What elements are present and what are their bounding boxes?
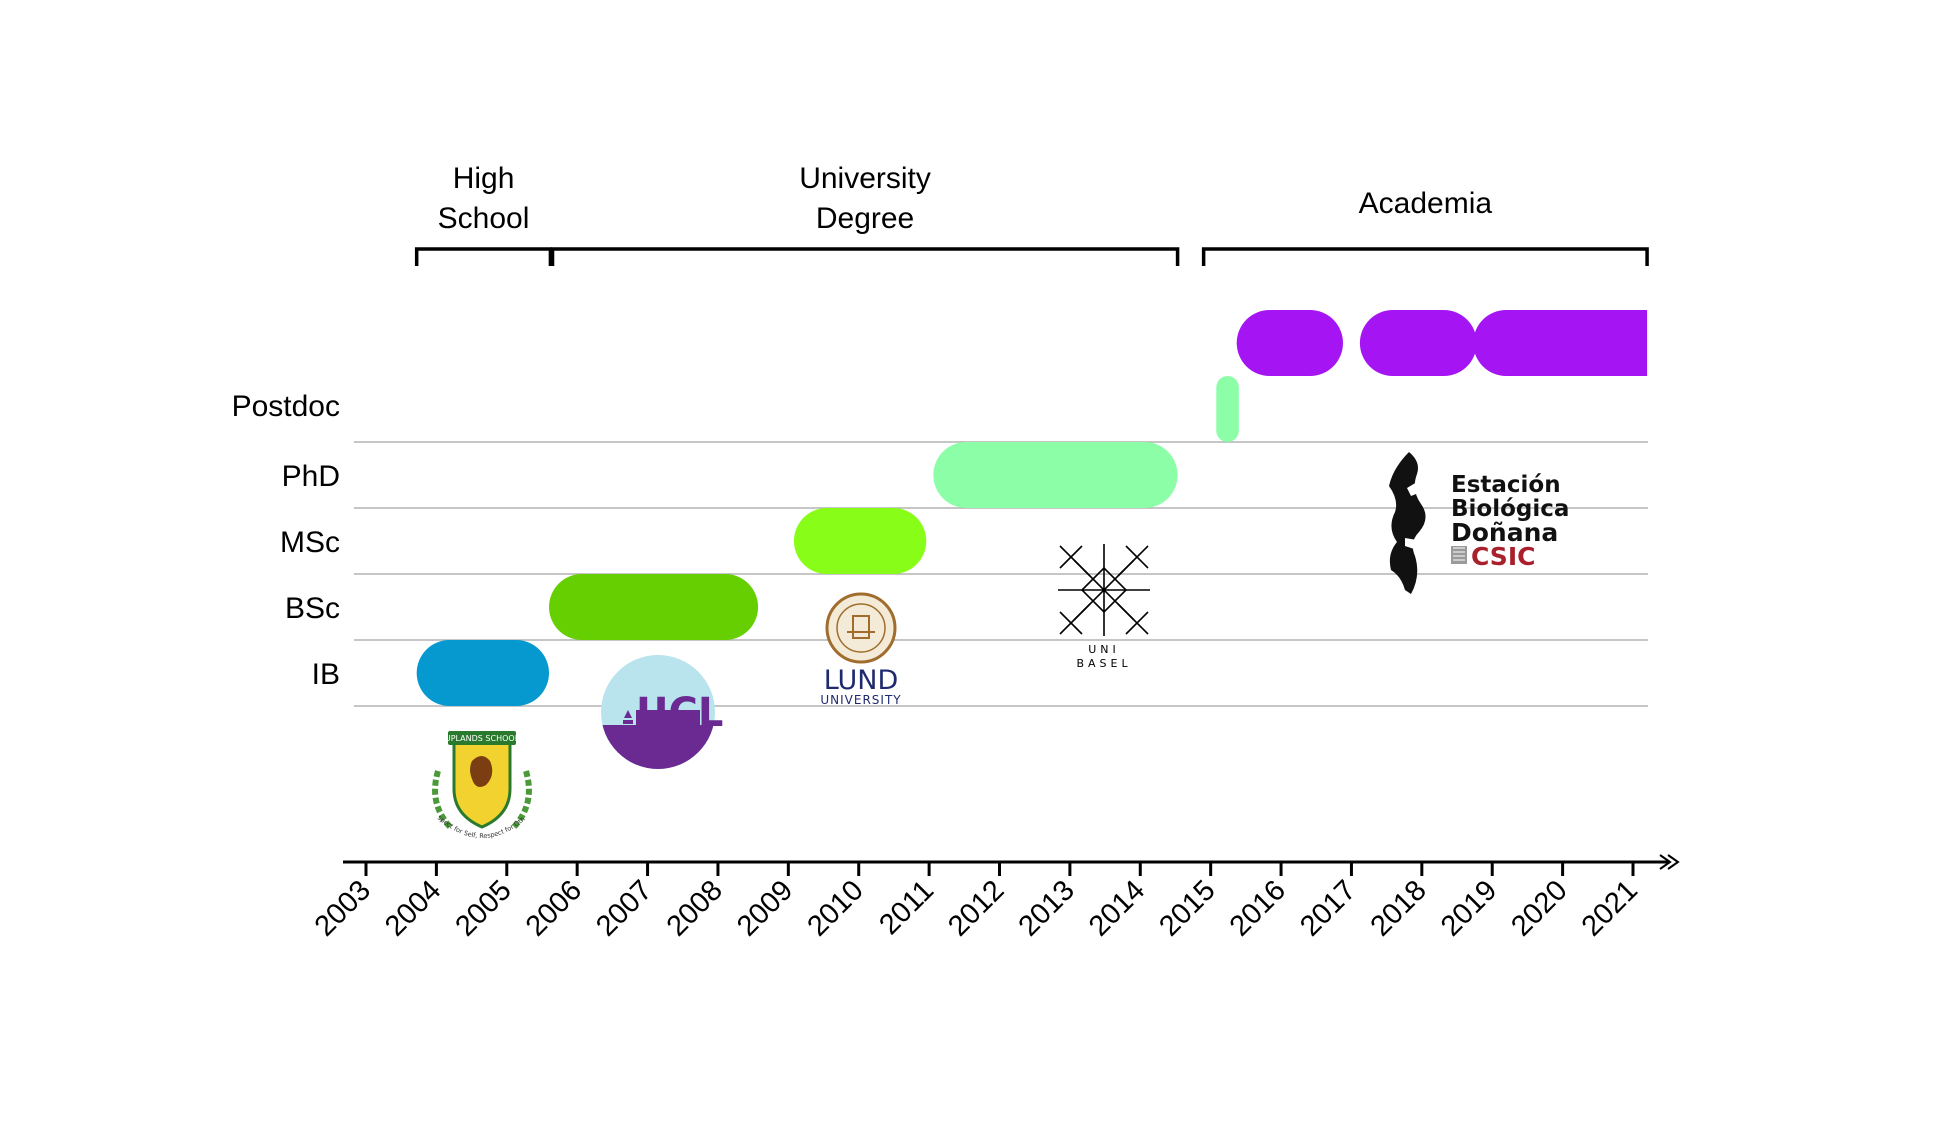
x-tick-label: 2003 xyxy=(309,874,377,942)
period-label: Academia xyxy=(1359,187,1493,220)
row-label-bsc: BSc xyxy=(285,592,340,625)
ebd-line2: Biológica xyxy=(1451,496,1569,522)
x-tick-label: 2005 xyxy=(449,874,517,942)
bar-bsc-1 xyxy=(549,574,759,640)
bar-ib-0 xyxy=(416,640,550,706)
x-tick-label: 2019 xyxy=(1435,874,1503,942)
lund-university-logo: LUND UNIVERSITY xyxy=(820,592,901,707)
period-label: High xyxy=(453,162,515,195)
uni-basel-line2: BASEL xyxy=(1076,657,1131,670)
period-label: School xyxy=(438,202,530,235)
period-bracket xyxy=(414,247,553,266)
bar-postdoc-5 xyxy=(1236,310,1343,376)
x-tick-label: 2020 xyxy=(1505,874,1573,942)
period-label: University xyxy=(799,162,931,195)
row-label-postdoc: Postdoc xyxy=(232,390,340,423)
x-tick-label: 2016 xyxy=(1224,874,1292,942)
uplands-school-logo: UPLANDS SCHOOL Respect for Self, Respect… xyxy=(432,731,532,840)
x-tick-label: 2021 xyxy=(1576,874,1644,942)
x-tick-label: 2017 xyxy=(1294,874,1362,942)
period-bracket xyxy=(1201,247,1649,266)
x-tick-label: 2006 xyxy=(520,874,588,942)
x-tick-label: 2008 xyxy=(661,874,729,942)
ebd-csic: CSIC xyxy=(1471,542,1535,571)
row-label-phd: PhD xyxy=(282,460,340,493)
lund-university-text: UNIVERSITY xyxy=(820,693,901,707)
uni-basel-logo: UNI BASEL xyxy=(1058,544,1150,670)
period-bracket xyxy=(550,247,1180,266)
row-label-msc: MSc xyxy=(280,526,340,559)
ebd-line1: Estación xyxy=(1451,472,1561,498)
ucl-logo: UCL xyxy=(601,655,723,769)
ebd-line3: Doñana xyxy=(1451,518,1558,547)
x-tick-label: 2018 xyxy=(1365,874,1433,942)
x-tick-label: 2015 xyxy=(1153,874,1221,942)
bar-postdoc-4 xyxy=(1216,376,1239,442)
row-labels: IB BSc MSc PhD Postdoc xyxy=(232,390,340,691)
uni-basel-line1: UNI xyxy=(1088,643,1120,656)
lund-wordmark: LUND xyxy=(824,665,898,696)
period-brackets: High School University Degree Academia xyxy=(414,162,1649,266)
x-tick-label: 2004 xyxy=(379,874,447,942)
x-tick-label: 2011 xyxy=(873,874,940,941)
row-label-ib: IB xyxy=(312,658,340,691)
x-tick-label: 2012 xyxy=(942,874,1010,942)
x-tick-label: 2007 xyxy=(590,874,658,942)
estacion-biologica-donana-logo: Estación Biológica Doñana CSIC xyxy=(1389,452,1569,594)
bar-msc-2 xyxy=(793,508,927,574)
bar-phd-3 xyxy=(933,442,1178,508)
x-tick-label: 2009 xyxy=(731,874,799,942)
x-axis: 2003 2004 2005 2006 2007 2008 2009 2010 2011 2012… xyxy=(309,854,1680,943)
timeline-bars xyxy=(416,310,1648,706)
x-tick-label: 2014 xyxy=(1083,874,1151,942)
bar-postdoc-6 xyxy=(1359,310,1477,376)
ucl-wordmark: UCL xyxy=(636,690,723,736)
x-tick-label: 2013 xyxy=(1013,874,1081,942)
period-label: Degree xyxy=(816,202,914,235)
uplands-school-name: UPLANDS SCHOOL xyxy=(445,734,520,743)
x-tick-label: 2010 xyxy=(801,874,869,942)
x-axis-arrow xyxy=(1659,854,1680,870)
bar-postdoc-7 xyxy=(1473,310,1648,376)
